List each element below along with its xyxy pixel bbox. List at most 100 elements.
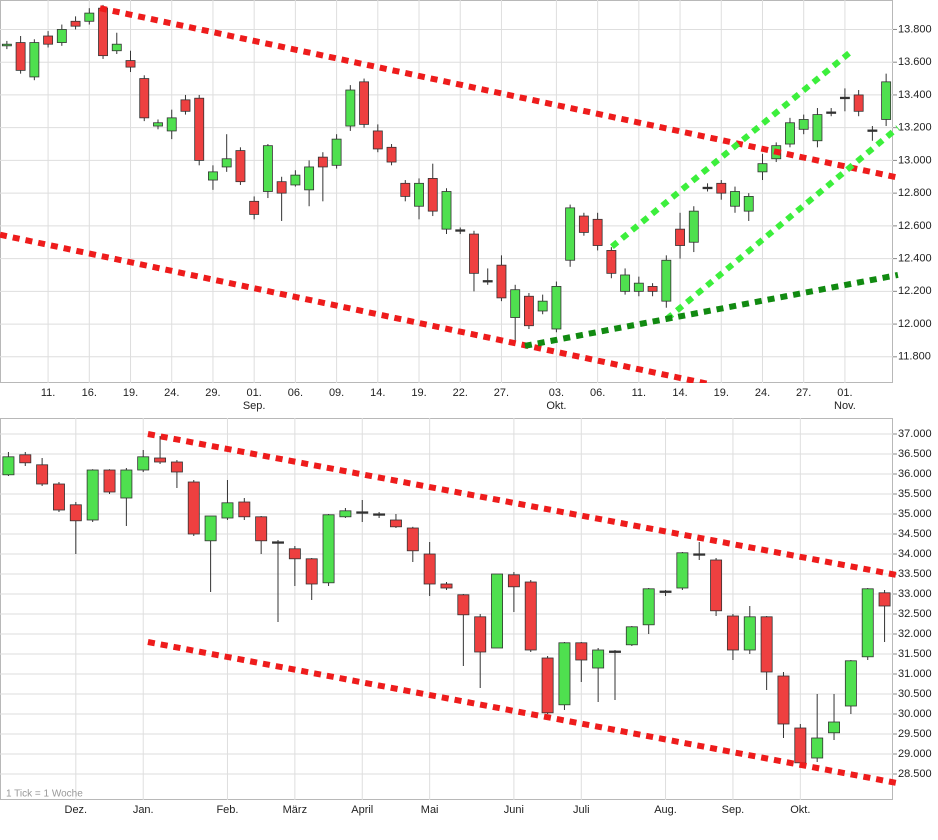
candle-body [317, 156, 328, 168]
x-tick-label: Feb. [216, 804, 238, 816]
candle-body [625, 626, 638, 646]
candle-body [510, 289, 521, 318]
candle-body [757, 163, 768, 173]
candle-body [794, 727, 807, 764]
candle-body [523, 295, 534, 327]
candle-body [86, 469, 99, 521]
y-tick-label: 35.500 [898, 488, 932, 500]
candle-body [633, 282, 644, 292]
candle-body [878, 592, 891, 607]
trendline [664, 125, 900, 322]
candle-body [36, 464, 49, 485]
candle-body [565, 207, 576, 261]
trendline [524, 272, 899, 349]
y-tick-label: 29.000 [898, 748, 932, 760]
candle-body [743, 616, 756, 651]
candle-body [760, 616, 773, 673]
month-label: Nov. [834, 400, 856, 412]
candle-body [853, 94, 864, 112]
x-tick-label: 19. [411, 387, 426, 399]
x-tick-label: 03. [549, 387, 564, 399]
candle-body [238, 501, 251, 518]
candle-body [592, 218, 603, 246]
candle-body [221, 158, 232, 168]
candle-body [676, 552, 689, 589]
x-tick-label: 22. [453, 387, 468, 399]
candle-body [43, 35, 54, 45]
trendlines [0, 5, 900, 383]
y-tick-label: 12.200 [898, 285, 932, 297]
candle-body [69, 504, 82, 522]
candle-body [427, 178, 438, 212]
y-tick-label: 12.800 [898, 187, 932, 199]
candle-body [798, 119, 809, 130]
candle-body [345, 89, 356, 127]
candle-body [187, 481, 200, 535]
candle-body [647, 286, 658, 292]
candle-body [154, 457, 167, 463]
candle-body [455, 229, 466, 232]
y-tick-label: 13.400 [898, 89, 932, 101]
month-label: Sep. [243, 400, 266, 412]
candle-body [474, 616, 487, 653]
y-tick-label: 36.000 [898, 468, 932, 480]
candle-body [2, 456, 15, 476]
candle-body [235, 150, 246, 183]
x-tick-label: 24. [755, 387, 770, 399]
candle-body [290, 174, 301, 186]
candle-body [262, 145, 273, 192]
candle-body [180, 99, 191, 112]
y-tick-label: 36.500 [898, 448, 932, 460]
candle-body [716, 182, 727, 194]
candle-body [693, 553, 706, 556]
candle-body [322, 514, 335, 584]
candle-body [457, 594, 470, 616]
trendlines [147, 431, 898, 786]
x-tick-label: März [283, 804, 307, 816]
candle-body [208, 171, 218, 181]
x-tick-label: 06. [590, 387, 605, 399]
y-tick-label: 34.500 [898, 528, 932, 540]
candle-body [441, 191, 452, 230]
candle-body [777, 675, 790, 725]
candle-body [491, 573, 504, 649]
y-tick-label: 29.500 [898, 728, 932, 740]
candle-body [661, 259, 672, 302]
x-tick-label: 11. [41, 387, 55, 399]
y-tick-label: 33.000 [898, 588, 932, 600]
candle-body [609, 650, 621, 653]
x-tick-label: Jan. [133, 804, 154, 816]
y-tick-label: 13.000 [898, 154, 932, 166]
y-tick-label: 12.600 [898, 220, 932, 232]
candle-body [828, 721, 840, 734]
candle-body [153, 122, 163, 127]
candle-body [785, 122, 795, 145]
candle-body [305, 558, 318, 585]
candle-body [276, 181, 287, 194]
y-tick-label: 12.000 [898, 318, 932, 330]
candle-body [881, 81, 892, 120]
x-tick-label: 16. [82, 387, 97, 399]
candle-body [339, 510, 352, 518]
candle-body [288, 548, 301, 560]
candle-body [331, 138, 342, 166]
candle-body [482, 280, 493, 283]
plot: 11.800 12.000 12.200 12.400 12.600 12.800 13.0… [0, 0, 932, 412]
candle-body [400, 182, 411, 197]
candle-body [53, 483, 65, 511]
candle-body [170, 461, 183, 473]
candle-body [272, 541, 284, 544]
candle-body [507, 574, 520, 588]
candle-body [659, 590, 672, 593]
candle-body [386, 146, 397, 163]
candle-body [710, 559, 723, 612]
candle-body [389, 519, 402, 528]
x-tick-label: 19. [714, 387, 729, 399]
candle-body [730, 191, 740, 207]
y-tick-label: 35.000 [898, 508, 932, 520]
x-tick-label: Juni [504, 804, 524, 816]
candle-body [861, 588, 874, 658]
candle-body [139, 78, 150, 119]
candle-body [839, 96, 850, 100]
